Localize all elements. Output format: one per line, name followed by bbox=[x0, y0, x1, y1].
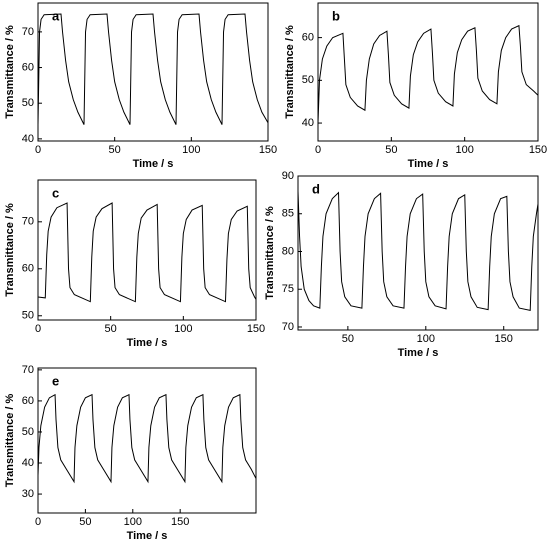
y-tick-label: 70 bbox=[22, 216, 34, 228]
series-line bbox=[37, 393, 257, 484]
x-tick-label: 100 bbox=[124, 516, 142, 528]
y-tick-label: 50 bbox=[302, 74, 314, 86]
panel-letter: d bbox=[312, 181, 320, 196]
x-tick-label: 0 bbox=[35, 516, 41, 528]
y-tick-label: 75 bbox=[282, 283, 294, 295]
x-tick-label: 50 bbox=[105, 323, 117, 335]
series-line bbox=[37, 202, 257, 303]
x-axis-label: Time / s bbox=[398, 347, 439, 359]
y-tick-label: 70 bbox=[282, 321, 294, 333]
y-tick-label: 60 bbox=[22, 395, 34, 407]
y-tick-label: 40 bbox=[302, 117, 314, 129]
panel-letter: b bbox=[332, 8, 340, 23]
y-axis-label: Transmittance / % bbox=[4, 394, 16, 488]
y-axis-label: Transmittance / % bbox=[4, 25, 16, 119]
y-tick-label: 50 bbox=[22, 97, 34, 109]
plot-frame bbox=[37, 2, 269, 142]
x-axis-label: Time / s bbox=[127, 337, 168, 349]
y-tick-label: 50 bbox=[22, 310, 34, 322]
x-axis-label: Time / s bbox=[127, 530, 168, 542]
y-tick-label: 85 bbox=[282, 208, 294, 220]
y-tick-label: 60 bbox=[22, 61, 34, 73]
y-axis-label: Transmittance / % bbox=[4, 203, 16, 297]
x-tick-label: 100 bbox=[174, 323, 192, 335]
y-tick-label: 80 bbox=[282, 245, 294, 257]
x-tick-label: 150 bbox=[529, 144, 547, 156]
y-tick-label: 60 bbox=[22, 263, 34, 275]
x-axis-label: Time / s bbox=[408, 158, 449, 170]
panel-letter: a bbox=[52, 8, 60, 23]
series-line bbox=[297, 191, 539, 311]
x-tick-label: 50 bbox=[79, 516, 91, 528]
y-tick-label: 30 bbox=[22, 488, 34, 500]
y-tick-label: 70 bbox=[22, 26, 34, 38]
panel-letter: c bbox=[52, 185, 59, 200]
x-tick-label: 150 bbox=[495, 333, 513, 345]
y-tick-label: 60 bbox=[302, 32, 314, 44]
x-tick-label: 50 bbox=[385, 144, 397, 156]
x-tick-label: 150 bbox=[259, 144, 277, 156]
plot-frame bbox=[37, 179, 257, 321]
x-tick-label: 100 bbox=[417, 333, 435, 345]
x-tick-label: 150 bbox=[171, 516, 189, 528]
plot-frame bbox=[37, 367, 257, 514]
y-axis-label: Transmittance / % bbox=[284, 25, 296, 119]
plot-frame bbox=[317, 2, 539, 142]
y-tick-label: 90 bbox=[282, 170, 294, 182]
y-axis-label: Transmittance / % bbox=[264, 206, 276, 300]
x-tick-label: 50 bbox=[342, 333, 354, 345]
y-tick-label: 40 bbox=[22, 457, 34, 469]
x-tick-label: 100 bbox=[182, 144, 200, 156]
series-line bbox=[37, 13, 269, 125]
x-tick-label: 100 bbox=[455, 144, 473, 156]
panel-letter: e bbox=[52, 373, 59, 388]
x-tick-label: 0 bbox=[315, 144, 321, 156]
x-tick-label: 150 bbox=[247, 323, 265, 335]
x-tick-label: 50 bbox=[109, 144, 121, 156]
series-line bbox=[317, 24, 539, 124]
y-tick-label: 70 bbox=[22, 364, 34, 376]
x-tick-label: 0 bbox=[35, 323, 41, 335]
y-tick-label: 50 bbox=[22, 426, 34, 438]
plot-frame bbox=[297, 175, 539, 331]
x-axis-label: Time / s bbox=[133, 158, 174, 170]
x-tick-label: 0 bbox=[35, 144, 41, 156]
y-tick-label: 40 bbox=[22, 133, 34, 145]
